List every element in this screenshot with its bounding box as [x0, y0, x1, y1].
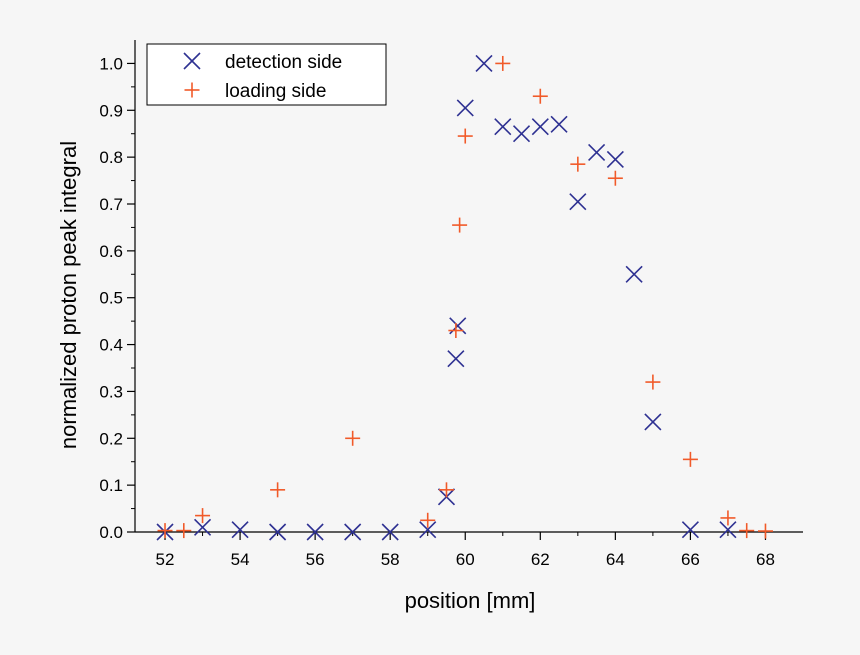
data-point: [625, 265, 643, 283]
data-point: [447, 350, 465, 368]
data-point: [456, 99, 474, 117]
legend-label-detection-side: detection side: [225, 52, 342, 73]
data-point: [195, 508, 211, 524]
plot-area: 0.0 0.1 0.2 0.3 0.4 0.5 0.6 0.7 0.8 0.9 1.0 52 54 56 5…: [99, 40, 803, 569]
data-point: [682, 451, 698, 467]
y-tick-label: 1.0: [99, 54, 123, 73]
x-tick-label: 58: [381, 550, 400, 569]
data-point: [419, 521, 437, 539]
legend-label-loading-side: loading side: [225, 81, 326, 102]
series-detection-side: [156, 54, 737, 541]
y-axis-label: normalized proton peak integral: [56, 141, 81, 449]
legend-marker-loading-side: [184, 82, 200, 98]
y-tick-label: 0.7: [99, 195, 123, 214]
data-point: [494, 118, 512, 136]
series-loading-side: [157, 55, 773, 539]
data-point: [550, 115, 568, 133]
data-point: [452, 217, 468, 233]
x-tick-label: 68: [756, 550, 775, 569]
legend-symbol: [184, 82, 200, 98]
data-point: [381, 523, 399, 541]
data-point: [495, 55, 511, 71]
y-tick-label: 0.5: [99, 289, 123, 308]
y-tick-label: 0.3: [99, 382, 123, 401]
x-axis-label: position [mm]: [405, 588, 536, 613]
y-tick-label: 0.6: [99, 242, 123, 261]
y-tick-label: 0.0: [99, 523, 123, 542]
data-point: [532, 88, 548, 104]
data-point: [306, 523, 324, 541]
x-tick-label: 64: [606, 550, 625, 569]
y-tick-label: 0.1: [99, 476, 123, 495]
legend: detection side loading side: [146, 43, 387, 106]
legend-box: [146, 43, 387, 106]
legend-marker-detection-side: [183, 52, 201, 70]
x-tick-label: 54: [231, 550, 250, 569]
data-point: [719, 521, 737, 539]
data-point: [457, 128, 473, 144]
data-point: [739, 523, 755, 539]
data-point: [606, 150, 624, 169]
data-point: [157, 523, 173, 539]
data-point: [512, 125, 531, 143]
data-point: [449, 317, 467, 335]
data-point: [231, 521, 249, 539]
x-tick-label: 60: [456, 550, 475, 569]
data-point: [681, 521, 699, 539]
data-point: [757, 523, 773, 539]
data-point: [193, 518, 212, 536]
data-point: [588, 143, 606, 162]
data-point: [344, 523, 362, 541]
data-point: [570, 156, 586, 172]
data-point: [448, 323, 464, 339]
data-point: [420, 512, 436, 528]
x-tick-label: 66: [681, 550, 700, 569]
data-point: [531, 118, 549, 136]
x-tick-label: 62: [531, 550, 550, 569]
x-tick-label: 56: [306, 550, 325, 569]
data-point: [438, 482, 454, 498]
data-point: [569, 193, 587, 211]
data-point: [720, 510, 736, 526]
data-point: [645, 374, 661, 390]
y-tick-label: 0.8: [99, 148, 123, 167]
y-tick-label: 0.4: [99, 336, 123, 355]
data-point: [644, 413, 662, 431]
data-point: [270, 482, 286, 498]
x-tick-label: 52: [156, 550, 175, 569]
y-tick-label: 0.2: [99, 429, 123, 448]
data-point: [269, 523, 287, 541]
legend-symbol: [183, 52, 201, 70]
data-point: [176, 523, 192, 539]
data-point: [475, 54, 493, 72]
y-tick-label: 0.9: [99, 101, 123, 120]
data-point: [607, 170, 623, 186]
data-point: [345, 430, 361, 446]
